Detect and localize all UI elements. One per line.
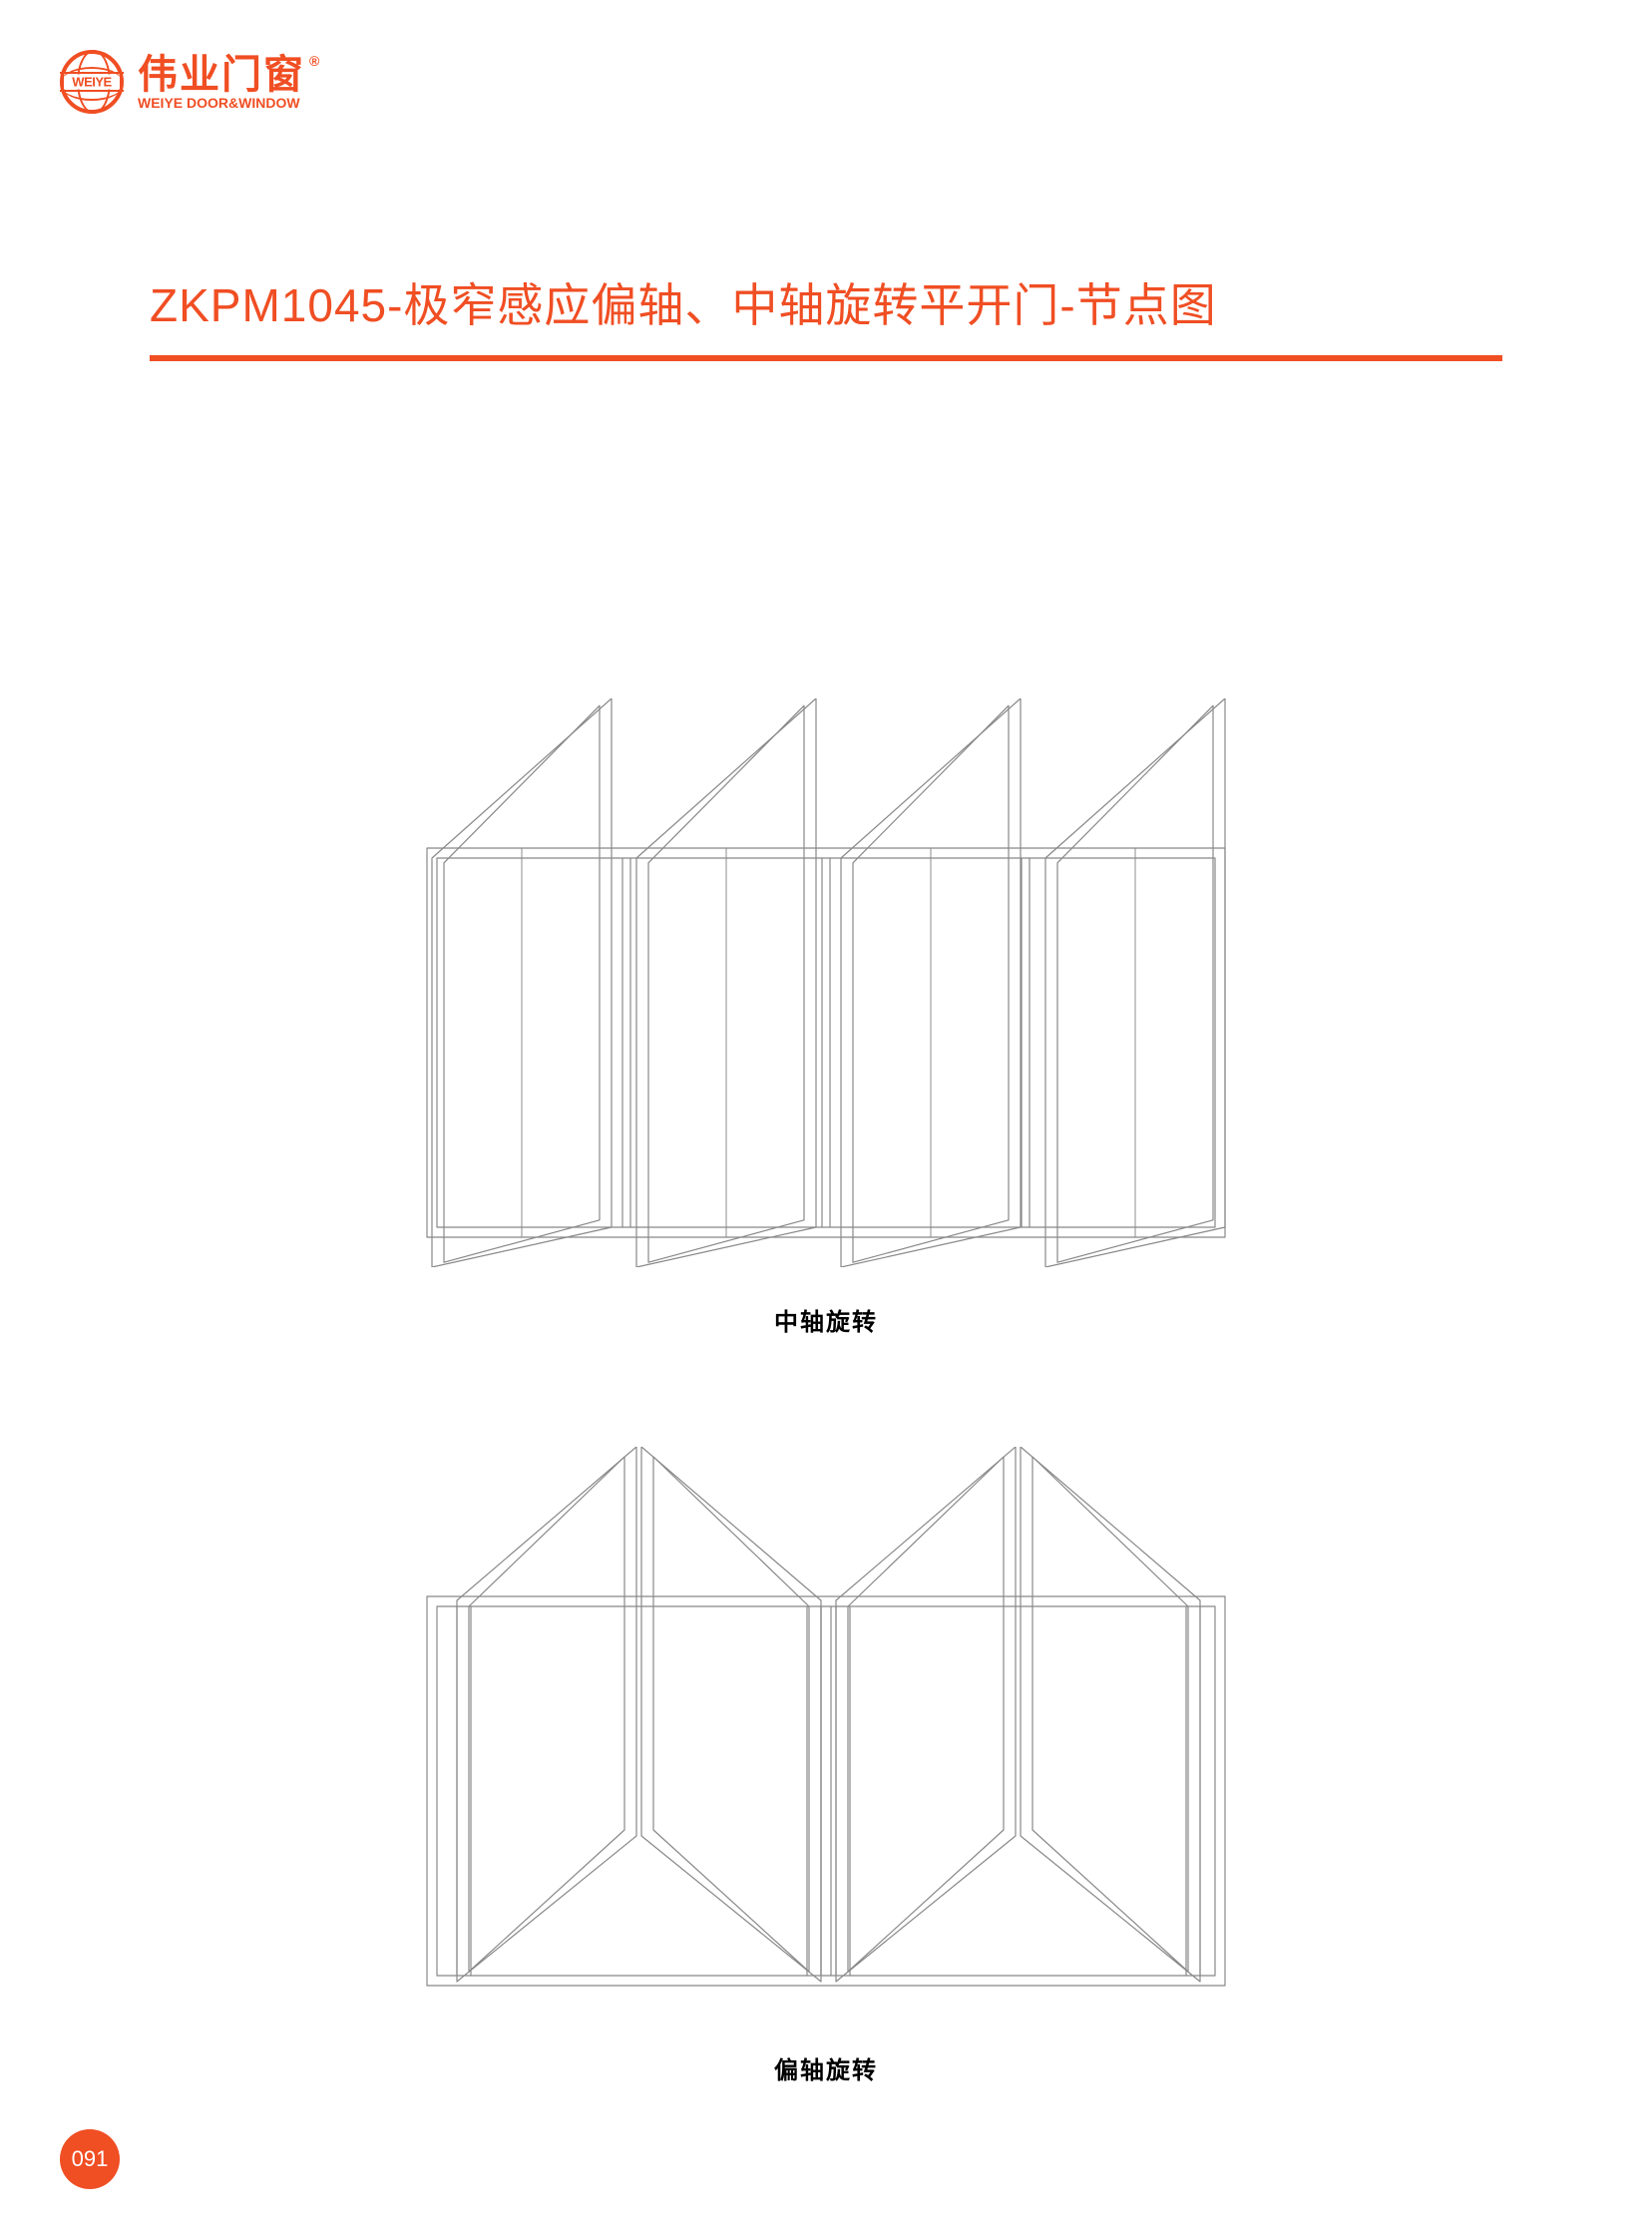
title-rule xyxy=(150,355,1502,361)
globe-label: WEIYE xyxy=(64,75,120,90)
brand-cn: 伟业门窗 xyxy=(138,53,305,97)
globe-icon: WEIYE xyxy=(60,50,124,114)
brand-logo: WEIYE 伟业门窗® WEIYE DOOR&WINDOW xyxy=(60,50,321,114)
page-number: 091 xyxy=(72,2146,109,2172)
title-block: ZKPM1045-极窄感应偏轴、中轴旋转平开门-节点图 xyxy=(150,269,1502,361)
brand-en: WEIYE DOOR&WINDOW xyxy=(138,96,321,111)
page-number-badge: 091 xyxy=(60,2129,120,2189)
page-title: ZKPM1045-极窄感应偏轴、中轴旋转平开门-节点图 xyxy=(150,269,1502,335)
figure-offset-axis: 偏轴旋转 xyxy=(417,1447,1235,2085)
center-axis-drawing xyxy=(417,698,1235,1267)
figure2-caption: 偏轴旋转 xyxy=(417,2050,1235,2085)
offset-axis-drawing xyxy=(417,1447,1235,2015)
figure1-caption: 中轴旋转 xyxy=(417,1302,1235,1337)
registered-mark: ® xyxy=(309,53,321,69)
figure-center-axis: 中轴旋转 xyxy=(417,698,1235,1337)
